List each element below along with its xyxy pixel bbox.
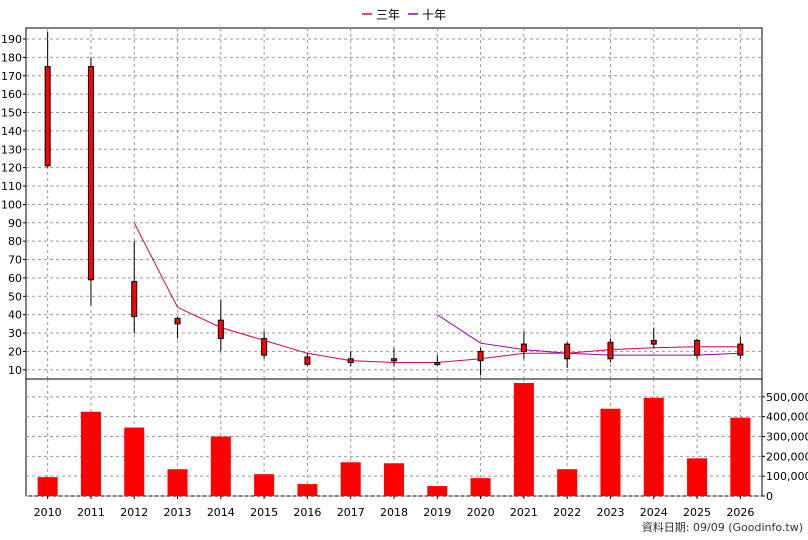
price-tick-label: 190 [1, 33, 22, 46]
price-tick-label: 90 [8, 217, 22, 230]
volume-bar [297, 484, 318, 496]
volume-bar [37, 477, 58, 496]
price-tick-label: 120 [1, 162, 22, 175]
candle-body [217, 319, 224, 340]
x-tick-label: 2019 [423, 506, 451, 519]
x-tick-label: 2014 [207, 506, 235, 519]
price-tick-label: 50 [8, 290, 22, 303]
candle-body [607, 341, 614, 360]
price-tick-label: 10 [8, 364, 22, 377]
x-tick-label: 2025 [683, 506, 711, 519]
price-panel: 10 20 30 40 50 60 70 80 90 100 110 120 130 140 150 160 1… [1, 27, 763, 380]
data-date-footer: 資料日期: 09/09 (Goodinfo.tw) [642, 520, 803, 534]
volume-bar [470, 478, 491, 496]
volume-bar [600, 408, 621, 496]
legend-label: 三年 [376, 8, 400, 22]
volume-bar [643, 397, 664, 496]
volume-bar [124, 427, 145, 496]
candle-body [174, 317, 181, 325]
price-tick-label: 170 [1, 70, 22, 83]
price-tick-label: 150 [1, 107, 22, 120]
volume-bar [340, 462, 361, 496]
volume-bar [687, 458, 708, 496]
x-tick-label: 2024 [640, 506, 668, 519]
x-tick-label: 2023 [596, 506, 624, 519]
candle-body [391, 358, 397, 362]
volume-tick-label: 300,000 [766, 431, 808, 444]
legend-label: 十年 [422, 8, 446, 22]
moving-average-line [437, 314, 741, 356]
price-tick-label: 80 [8, 235, 22, 248]
x-tick-label: 2018 [380, 506, 408, 519]
candle-body [261, 338, 268, 356]
x-tick-label: 2020 [467, 506, 495, 519]
x-tick-label: 2010 [34, 506, 62, 519]
price-tick-label: 100 [1, 198, 22, 211]
volume-bar [167, 469, 188, 496]
price-tick-label: 110 [1, 180, 22, 193]
volume-bar [557, 469, 578, 496]
x-tick-label: 2021 [510, 506, 538, 519]
volume-bar [513, 382, 534, 496]
volume-bar [427, 486, 448, 496]
volume-bar [384, 463, 404, 496]
candle-body [434, 361, 441, 365]
candle-body [304, 356, 311, 365]
price-tick-label: 160 [1, 88, 22, 101]
x-tick-label: 2026 [726, 506, 754, 519]
price-tick-label: 40 [8, 309, 22, 322]
candle-body [520, 343, 527, 352]
volume-bar [210, 436, 231, 496]
price-tick-label: 60 [8, 272, 22, 285]
x-axis: 2010 2011 2012 2013 2014 2015 2016 2017 2018 2019… [34, 496, 754, 519]
x-tick-label: 2012 [120, 506, 148, 519]
price-tick-label: 180 [1, 51, 22, 64]
x-tick-label: 2016 [293, 506, 321, 519]
price-tick-label: 140 [1, 125, 22, 138]
price-tick-label: 130 [1, 143, 22, 156]
candle-body [650, 339, 657, 345]
volume-tick-label: 400,000 [766, 411, 808, 424]
candle-body [564, 343, 571, 360]
x-tick-label: 2011 [77, 506, 105, 519]
x-tick-label: 2022 [553, 506, 581, 519]
candle-body [737, 343, 744, 356]
volume-tick-label: 200,000 [766, 450, 808, 463]
volume-tick-label: 500,000 [766, 391, 808, 404]
candle-body [477, 350, 484, 362]
x-tick-label: 2015 [250, 506, 278, 519]
candle-body [694, 339, 701, 356]
x-tick-label: 2017 [337, 506, 365, 519]
volume-tick-label: 0 [766, 490, 773, 503]
volume-tick-label: 100,000 [766, 470, 808, 483]
volume-panel: 0 100,000 200,000 300,000 400,000 500,000 [25, 378, 808, 503]
candle-body [87, 66, 94, 281]
candle-body [44, 66, 51, 167]
x-tick-label: 2013 [164, 506, 192, 519]
volume-bar [730, 417, 751, 496]
price-tick-label: 30 [8, 327, 22, 340]
price-tick-label: 20 [8, 345, 22, 358]
legend: 三年 十年 [362, 8, 446, 22]
volume-bar [80, 411, 101, 496]
candle-body [131, 281, 138, 318]
price-tick-label: 70 [8, 254, 22, 267]
volume-bar [254, 474, 275, 496]
candle-body [347, 358, 354, 363]
